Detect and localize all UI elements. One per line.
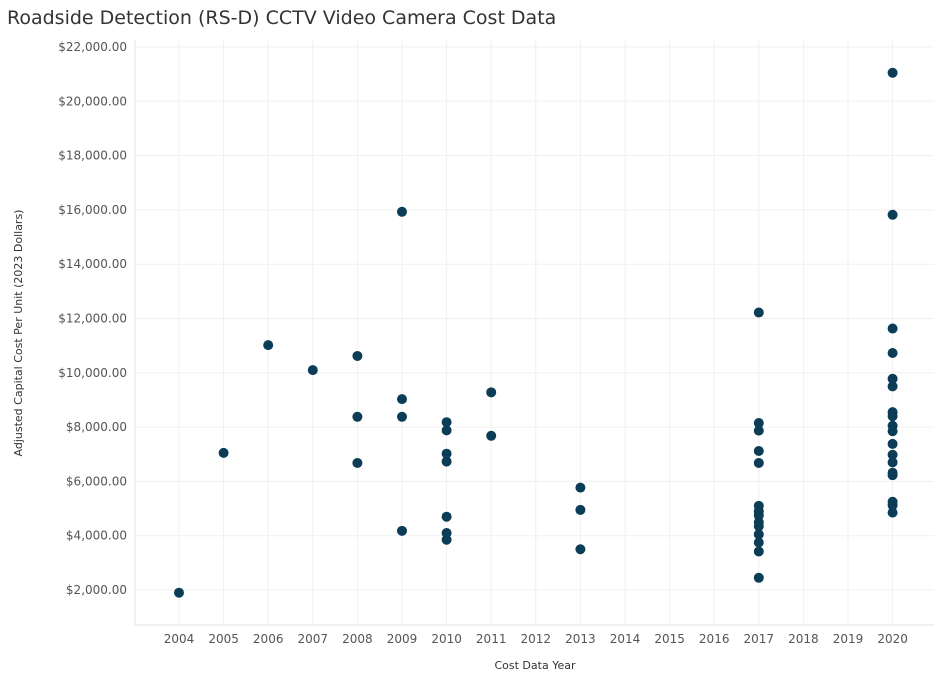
x-tick-label: 2007	[298, 632, 329, 646]
x-tick-label: 2017	[744, 632, 775, 646]
data-point[interactable]	[575, 544, 586, 555]
x-tick-label: 2005	[208, 632, 239, 646]
x-tick-label: 2013	[565, 632, 596, 646]
x-tick-label: 2004	[164, 632, 195, 646]
x-tick-label: 2010	[431, 632, 462, 646]
data-point[interactable]	[397, 411, 407, 422]
x-tick-label: 2016	[699, 632, 730, 646]
data-point[interactable]	[887, 438, 898, 449]
data-points	[174, 67, 898, 598]
data-point[interactable]	[753, 572, 764, 583]
x-axis-ticks: 2004 2005 2006 2007 2008 2009 2010 2011 2012 2013…	[164, 632, 908, 646]
x-tick-label: 2009	[387, 632, 418, 646]
data-point[interactable]	[753, 457, 764, 468]
x-tick-label: 2018	[788, 632, 819, 646]
y-tick-label: $12,000.00	[58, 312, 127, 326]
y-tick-label: $4,000.00	[66, 529, 127, 543]
y-axis-title: Adjusted Capital Cost Per Unit (2023 Dol…	[12, 210, 25, 457]
data-point[interactable]	[753, 307, 764, 318]
data-point[interactable]	[307, 365, 318, 376]
data-point[interactable]	[753, 445, 764, 456]
x-tick-label: 2015	[654, 632, 685, 646]
data-point[interactable]	[753, 529, 764, 540]
y-tick-label: $20,000.00	[58, 94, 127, 108]
x-tick-label: 2008	[342, 632, 373, 646]
data-point[interactable]	[441, 456, 452, 467]
data-point[interactable]	[887, 457, 898, 468]
data-point[interactable]	[887, 373, 898, 384]
y-tick-label: $16,000.00	[58, 203, 127, 217]
data-point[interactable]	[263, 340, 274, 351]
x-tick-label: 2006	[253, 632, 284, 646]
data-point[interactable]	[887, 381, 898, 392]
data-point[interactable]	[441, 425, 452, 436]
axes	[134, 40, 934, 626]
data-point[interactable]	[441, 448, 452, 459]
x-tick-label: 2014	[610, 632, 641, 646]
data-point[interactable]	[352, 411, 363, 422]
y-axis-ticks: $2,000.00 $4,000.00 $6,000.00 $8,000.00 $10,…	[58, 40, 127, 597]
data-point[interactable]	[887, 67, 898, 78]
data-point[interactable]	[441, 417, 452, 428]
data-point[interactable]	[753, 537, 764, 548]
data-point[interactable]	[352, 457, 363, 468]
data-point[interactable]	[352, 350, 363, 361]
grid-lines	[135, 40, 934, 625]
data-point[interactable]	[887, 507, 898, 518]
data-point[interactable]	[887, 323, 898, 334]
y-tick-label: $8,000.00	[66, 420, 127, 434]
data-point[interactable]	[753, 425, 764, 436]
data-point[interactable]	[887, 470, 898, 481]
data-point[interactable]	[218, 447, 229, 458]
data-point[interactable]	[441, 511, 452, 522]
x-tick-label: 2012	[521, 632, 552, 646]
data-point[interactable]	[887, 500, 898, 511]
data-point[interactable]	[887, 449, 898, 460]
data-point[interactable]	[486, 430, 497, 441]
data-point[interactable]	[753, 521, 764, 532]
data-point[interactable]	[753, 546, 764, 557]
data-point[interactable]	[486, 387, 497, 398]
data-point[interactable]	[397, 394, 407, 405]
data-point[interactable]	[575, 482, 586, 493]
data-point[interactable]	[174, 587, 184, 598]
data-point[interactable]	[441, 534, 452, 545]
data-point[interactable]	[753, 418, 764, 429]
data-point[interactable]	[887, 411, 898, 422]
data-point[interactable]	[575, 504, 586, 515]
x-tick-label: 2019	[833, 632, 864, 646]
y-tick-label: $10,000.00	[58, 366, 127, 380]
data-point[interactable]	[397, 206, 407, 217]
x-tick-label: 2020	[877, 632, 908, 646]
y-tick-label: $22,000.00	[58, 40, 127, 54]
y-tick-label: $6,000.00	[66, 474, 127, 488]
data-point[interactable]	[887, 347, 898, 358]
y-tick-label: $2,000.00	[66, 583, 127, 597]
x-tick-label: 2011	[476, 632, 507, 646]
data-point[interactable]	[397, 525, 407, 536]
data-point[interactable]	[887, 426, 898, 437]
chart-title: Roadside Detection (RS-D) CCTV Video Cam…	[7, 7, 557, 29]
x-axis-title: Cost Data Year	[494, 659, 575, 672]
data-point[interactable]	[887, 209, 898, 220]
y-tick-label: $14,000.00	[58, 257, 127, 271]
y-tick-label: $18,000.00	[58, 149, 127, 163]
